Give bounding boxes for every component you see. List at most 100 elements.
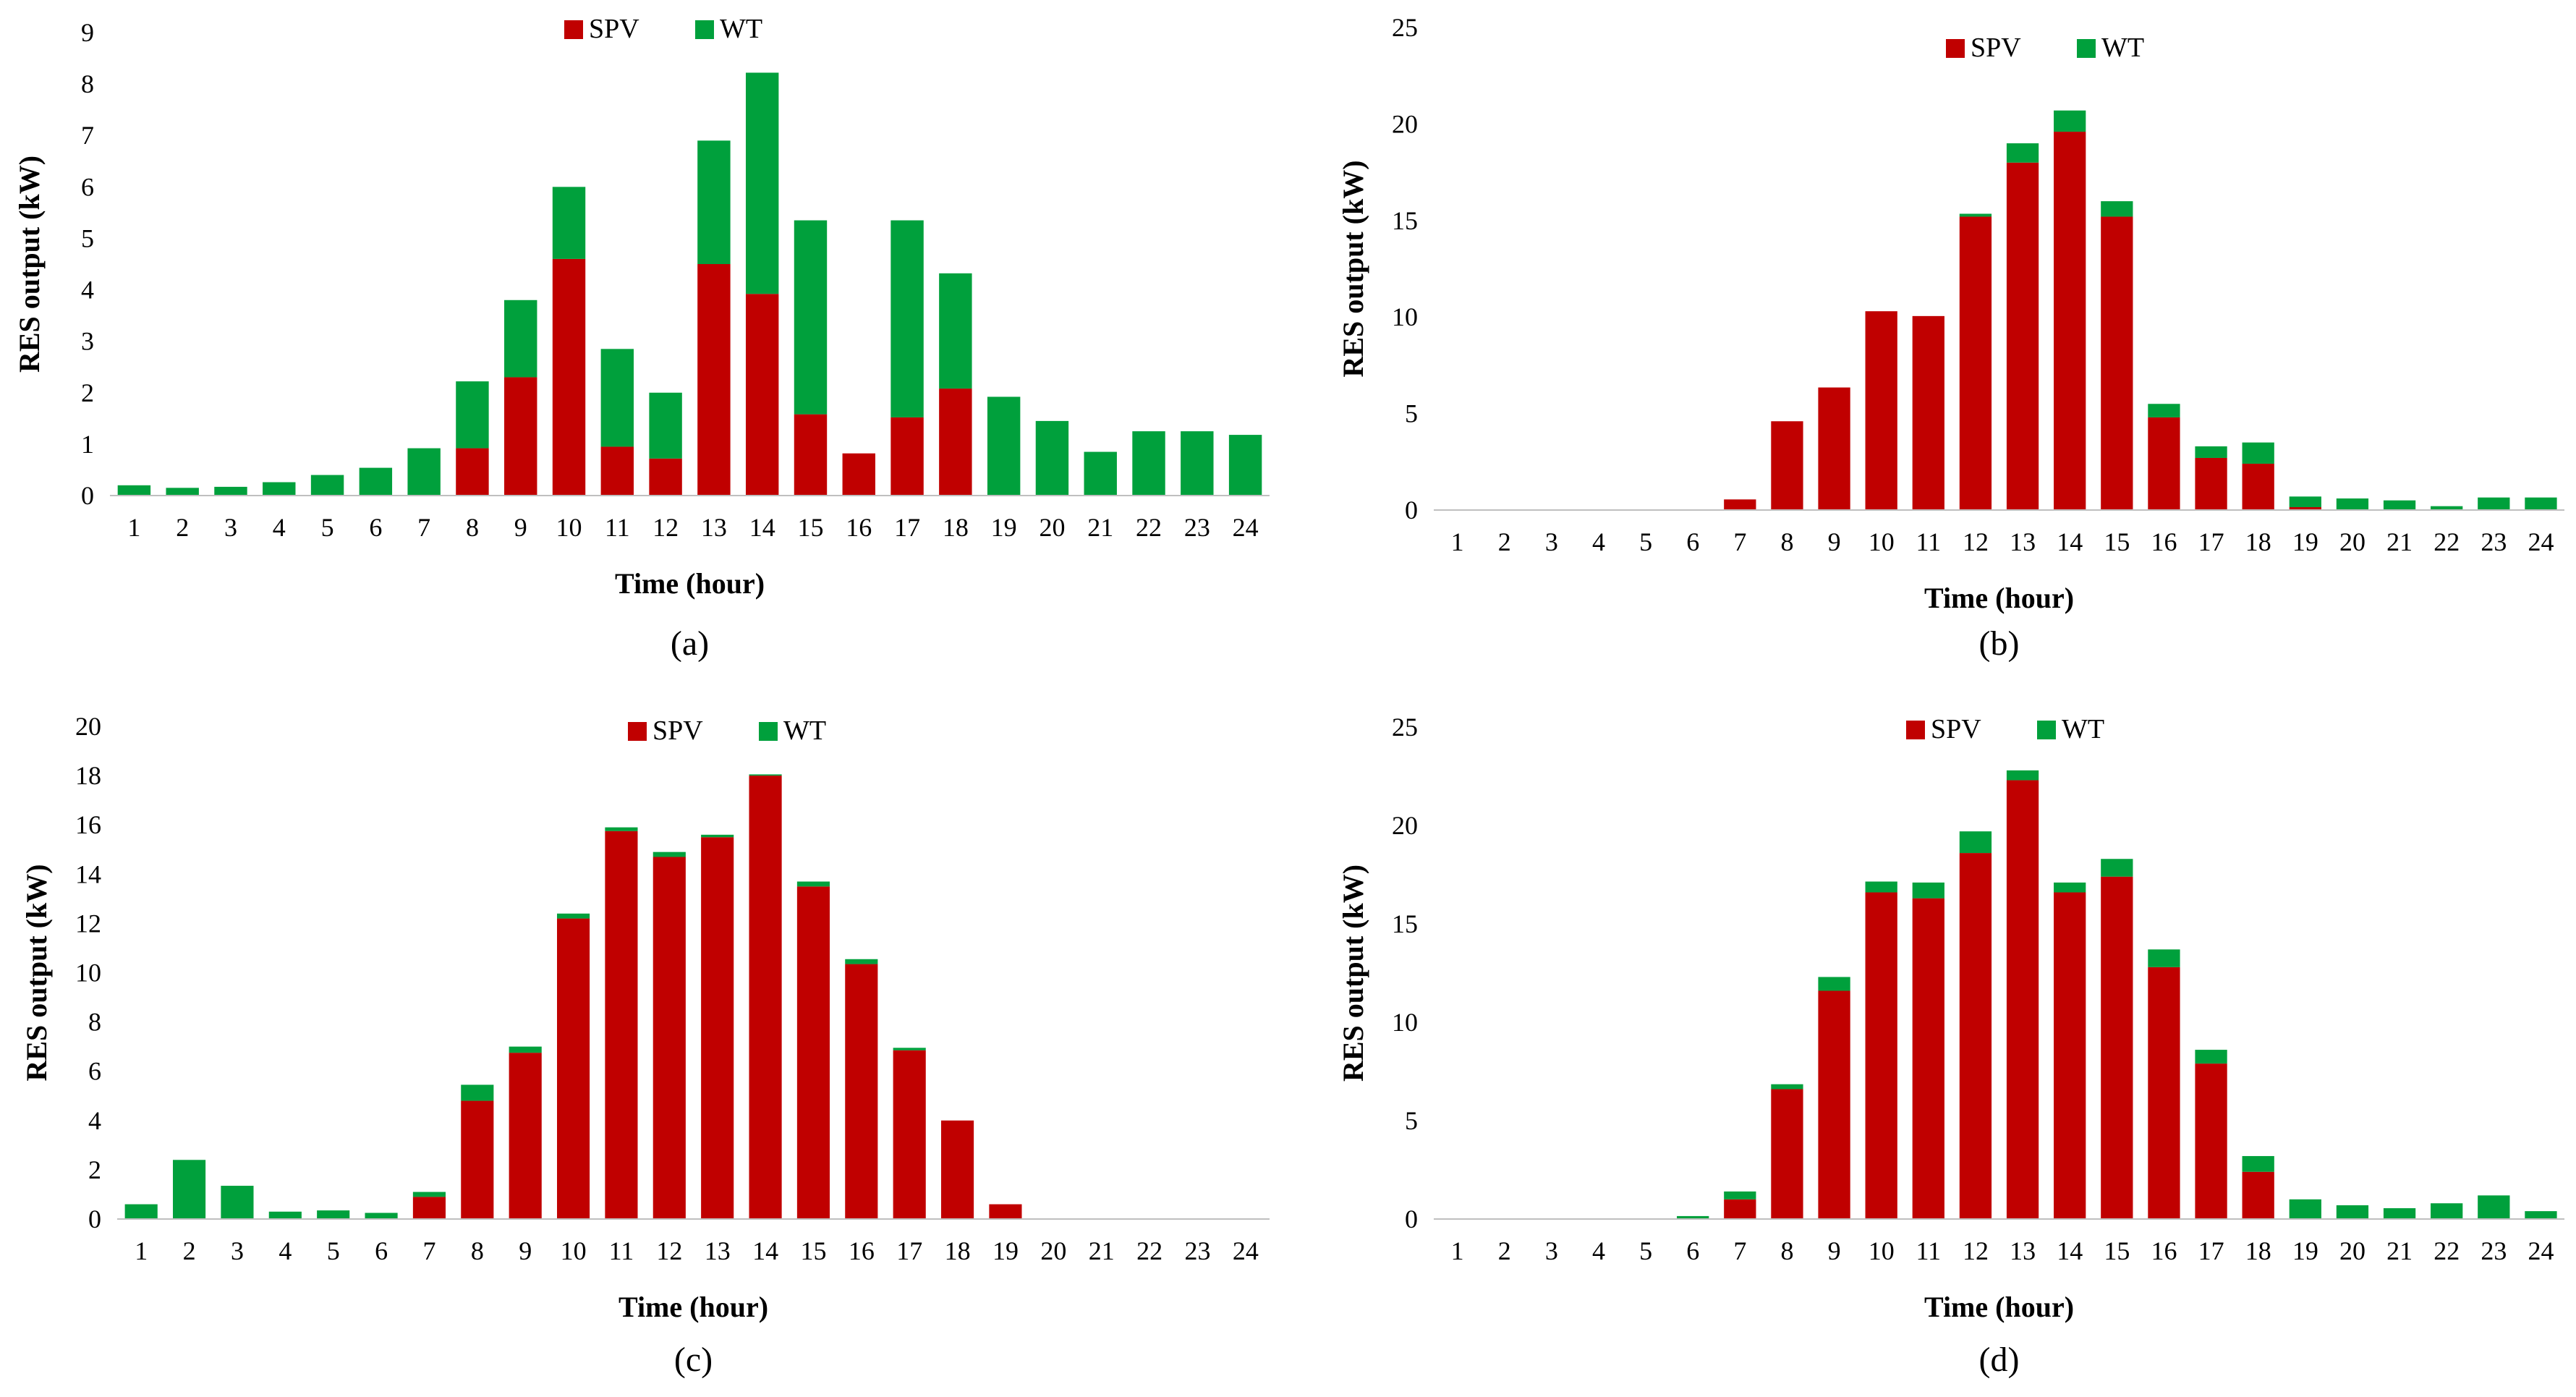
bar-wt-11 <box>1912 882 1944 899</box>
x-tick-label: 14 <box>2057 1236 2083 1265</box>
x-tick-label: 15 <box>797 513 823 542</box>
x-tick-label: 18 <box>943 513 969 542</box>
bar-wt-24 <box>1228 435 1262 496</box>
x-tick-label: 23 <box>1184 513 1210 542</box>
legend-label-spv: SPV <box>652 716 703 746</box>
panel-label: (b) <box>1979 624 2020 663</box>
x-tick-label: 16 <box>849 1236 875 1265</box>
bar-spv-10 <box>552 258 586 496</box>
x-tick-label: 3 <box>1545 527 1558 556</box>
x-tick-label: 15 <box>800 1236 826 1265</box>
x-tick-label: 22 <box>1136 513 1162 542</box>
bar-spv-16 <box>842 453 875 496</box>
bar-spv-16 <box>2148 967 2180 1219</box>
y-tick-label: 3 <box>81 327 94 356</box>
bar-wt-9 <box>504 300 537 378</box>
bar-wt-17 <box>893 1048 926 1050</box>
bar-spv-16 <box>845 964 878 1219</box>
x-tick-label: 17 <box>2198 1236 2224 1265</box>
y-tick-label: 0 <box>1405 496 1418 525</box>
x-tick-label: 15 <box>2104 1236 2130 1265</box>
legend-swatch-spv <box>628 722 647 741</box>
x-tick-label: 17 <box>2198 527 2224 556</box>
x-tick-label: 6 <box>369 513 382 542</box>
bar-wt-7 <box>412 1192 446 1197</box>
x-tick-label: 19 <box>992 1236 1019 1265</box>
bar-spv-11 <box>600 446 634 496</box>
x-tick-label: 4 <box>273 513 286 542</box>
bar-wt-19 <box>2289 1199 2321 1219</box>
y-tick-label: 14 <box>75 859 101 888</box>
bar-spv-8 <box>1771 421 1803 510</box>
y-axis-title: RES output (kW) <box>1337 160 1369 377</box>
bar-wt-15 <box>2101 201 2133 217</box>
legend: SPV WT <box>628 716 826 746</box>
bar-spv-10 <box>1865 892 1897 1219</box>
y-tick-label: 2 <box>81 378 94 407</box>
bar-wt-21 <box>2383 1208 2416 1219</box>
bar-wt-19 <box>2289 496 2321 507</box>
bar-wt-10 <box>552 187 586 259</box>
bar-wt-2 <box>166 488 199 496</box>
x-tick-label: 11 <box>1916 527 1941 556</box>
y-tick-label: 1 <box>81 430 94 459</box>
bar-wt-17 <box>890 220 924 417</box>
bar-wt-1 <box>124 1204 158 1219</box>
x-tick-label: 14 <box>752 1236 778 1265</box>
x-tick-label: 9 <box>1828 1236 1841 1265</box>
bar-wt-16 <box>2148 404 2180 417</box>
x-tick-label: 24 <box>1233 513 1259 542</box>
legend: SPV WT <box>1946 33 2144 63</box>
bar-spv-8 <box>456 448 489 496</box>
bar-wt-11 <box>600 349 634 447</box>
legend-label-wt: WT <box>783 716 826 746</box>
bar-wt-5 <box>317 1210 350 1219</box>
bar-wt-6 <box>359 467 393 496</box>
bar-spv-12 <box>1959 853 1992 1219</box>
bar-wt-20 <box>2336 498 2369 510</box>
bar-spv-15 <box>796 886 830 1219</box>
x-tick-label: 24 <box>2528 1236 2554 1265</box>
panel-label: (a) <box>671 624 709 663</box>
x-tick-label: 13 <box>705 1236 731 1265</box>
x-tick-label: 7 <box>1733 527 1746 556</box>
bar-wt-22 <box>2431 506 2463 510</box>
bar-wt-18 <box>939 273 972 389</box>
y-tick-label: 2 <box>88 1155 101 1184</box>
x-tick-label: 21 <box>1089 1236 1115 1265</box>
x-tick-label: 3 <box>231 1236 244 1265</box>
y-tick-label: 10 <box>1392 1008 1418 1037</box>
bar-wt-10 <box>556 913 590 919</box>
bar-wt-14 <box>745 72 779 294</box>
bar-wt-2 <box>172 1160 206 1219</box>
bar-wt-8 <box>456 381 489 449</box>
x-tick-label: 17 <box>896 1236 922 1265</box>
x-tick-label: 22 <box>2433 527 2460 556</box>
y-tick-label: 25 <box>1392 713 1418 742</box>
x-tick-label: 21 <box>2386 527 2413 556</box>
legend-swatch-wt <box>2037 721 2056 739</box>
x-tick-label: 13 <box>2010 527 2036 556</box>
x-tick-label: 6 <box>1686 1236 1699 1265</box>
x-tick-label: 1 <box>127 513 140 542</box>
bar-wt-5 <box>310 475 344 496</box>
legend-label-wt: WT <box>2062 714 2104 744</box>
bar-wt-23 <box>2478 1195 2510 1219</box>
x-tick-label: 19 <box>2292 527 2318 556</box>
y-tick-label: 12 <box>75 909 101 938</box>
x-tick-label: 5 <box>327 1236 340 1265</box>
x-tick-label: 18 <box>945 1236 971 1265</box>
bar-spv-15 <box>2101 216 2133 510</box>
y-tick-label: 6 <box>81 172 94 201</box>
x-tick-label: 1 <box>1451 1236 1464 1265</box>
y-tick-label: 5 <box>1405 1106 1418 1135</box>
bar-spv-17 <box>893 1050 926 1219</box>
bar-wt-23 <box>2478 497 2510 510</box>
bar-spv-19 <box>2289 506 2321 510</box>
bar-spv-14 <box>2054 892 2086 1219</box>
bar-spv-10 <box>556 918 590 1219</box>
bar-wt-14 <box>2054 110 2086 132</box>
